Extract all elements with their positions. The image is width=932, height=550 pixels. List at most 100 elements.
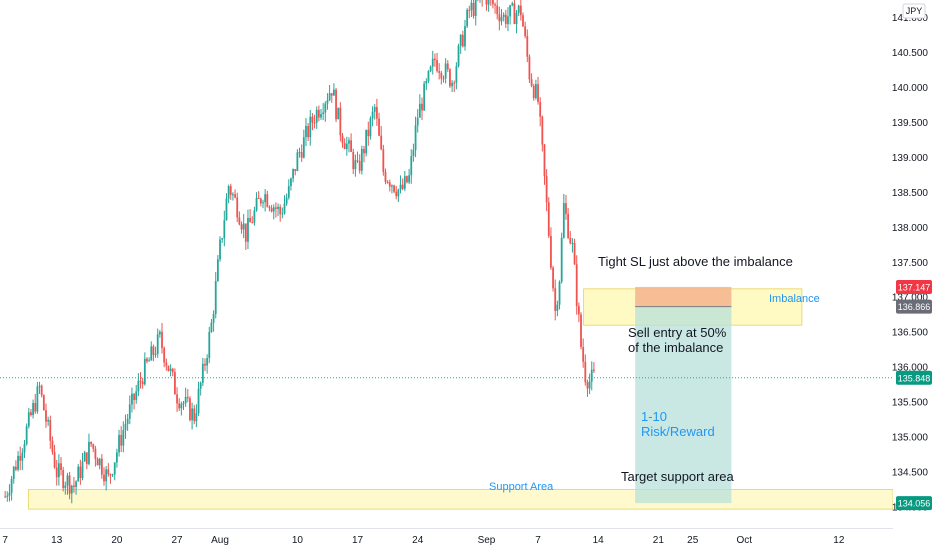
price-tick-label: 137.000 xyxy=(892,293,929,304)
candle-body xyxy=(302,137,305,158)
candle-body xyxy=(201,363,204,383)
support-zone[interactable] xyxy=(27,489,894,510)
candle-body xyxy=(264,194,267,203)
candle-body xyxy=(105,469,108,482)
candle-body xyxy=(573,242,576,265)
candle-body xyxy=(513,3,516,24)
candle-body xyxy=(128,404,131,419)
price-tick-label: 136.500 xyxy=(892,328,929,339)
candle-body xyxy=(27,412,30,427)
candle-body xyxy=(337,107,340,120)
candle-body xyxy=(100,458,103,475)
candle-body xyxy=(539,101,542,117)
price-level-label: 135.848 xyxy=(898,373,931,383)
candle-body xyxy=(406,176,408,183)
candle-body xyxy=(206,358,209,366)
candle-body xyxy=(330,93,333,96)
candle-body xyxy=(154,353,157,355)
candle-body xyxy=(367,129,370,137)
candle-body xyxy=(19,455,22,461)
candle-body xyxy=(487,0,490,5)
candle-body xyxy=(68,475,71,494)
candle-body xyxy=(541,116,544,145)
time-tick-label: 27 xyxy=(171,535,183,546)
time-tick-label: 25 xyxy=(687,535,699,546)
candle-body xyxy=(180,403,183,409)
candle-body xyxy=(412,150,415,157)
price-level-badge xyxy=(896,299,932,314)
candle-body xyxy=(307,125,310,138)
candle-body xyxy=(184,396,187,404)
candle-body xyxy=(403,176,406,189)
candle-body xyxy=(253,210,256,223)
candle-body xyxy=(511,3,514,6)
candle-body xyxy=(421,103,423,111)
risk-box[interactable] xyxy=(635,286,732,307)
candle-body xyxy=(281,213,284,215)
price-axis-background[interactable] xyxy=(893,0,932,528)
price-tick-label: 140.500 xyxy=(892,48,929,59)
candle-body xyxy=(255,198,258,211)
candle-body xyxy=(416,117,419,126)
candle-body xyxy=(234,194,236,198)
candle-body xyxy=(277,206,279,209)
candle-body xyxy=(320,114,322,118)
candle-body xyxy=(133,393,135,400)
candle-body xyxy=(395,191,398,197)
candle-body xyxy=(53,452,56,468)
candle-body xyxy=(461,34,464,47)
entry-annotation-line1: Sell entry at 50% xyxy=(628,325,727,340)
price-level-label: 134.056 xyxy=(898,499,931,509)
risk-reward-line2: Risk/Reward xyxy=(641,424,715,439)
candle-body xyxy=(453,82,456,84)
candle-body xyxy=(577,306,580,315)
candle-body xyxy=(429,66,432,72)
candle-body xyxy=(294,169,297,171)
candle-body xyxy=(285,197,288,204)
candle-body xyxy=(42,395,45,411)
price-tick-label: 138.500 xyxy=(892,188,929,199)
candle-body xyxy=(339,107,342,136)
candle-body xyxy=(244,223,247,242)
candle-body xyxy=(373,107,376,112)
candle-body xyxy=(545,176,548,203)
candle-body xyxy=(161,331,163,349)
candle-body xyxy=(444,63,447,79)
candle-body xyxy=(158,331,161,335)
candle-body xyxy=(565,203,567,214)
candle-body xyxy=(195,413,198,422)
candle-body xyxy=(530,79,533,86)
time-tick-label: Sep xyxy=(478,535,496,546)
candle-body xyxy=(352,151,355,170)
candle-body xyxy=(257,198,260,200)
candle-body xyxy=(560,237,563,282)
candle-body xyxy=(25,426,28,445)
candle-body xyxy=(348,140,350,144)
candle-body xyxy=(135,391,138,400)
candle-body xyxy=(115,452,118,463)
price-tick-label: 140.000 xyxy=(892,83,929,94)
candle-body xyxy=(216,259,219,282)
candle-body xyxy=(438,71,441,73)
candle-body xyxy=(296,152,299,171)
imbalance-zone-label: Imbalance xyxy=(769,293,820,305)
reward-box[interactable] xyxy=(635,306,732,504)
currency-badge-box[interactable] xyxy=(902,3,926,19)
price-level-badge xyxy=(896,279,932,294)
candle-body xyxy=(210,322,213,332)
candle-body xyxy=(32,403,34,416)
candle-body xyxy=(442,78,445,80)
entry-annotation-line2: of the imbalance xyxy=(628,340,723,355)
candle-body xyxy=(358,160,361,171)
candle-body xyxy=(550,235,552,268)
candle-body xyxy=(152,346,155,355)
candle-body xyxy=(571,242,574,244)
candle-body xyxy=(10,478,13,493)
candle-body xyxy=(562,203,565,238)
candle-body xyxy=(292,169,294,179)
candle-body xyxy=(274,207,277,209)
candles-layer xyxy=(4,0,595,504)
candle-body xyxy=(356,160,359,162)
